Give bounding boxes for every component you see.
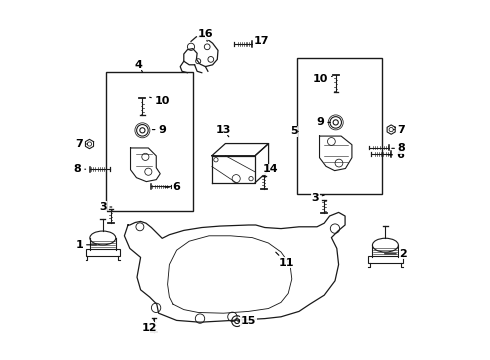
Text: 9: 9 — [317, 117, 330, 127]
Text: 13: 13 — [216, 125, 231, 137]
Bar — [86, 249, 120, 256]
Bar — [297, 58, 382, 194]
Bar — [368, 256, 403, 263]
Text: 1: 1 — [75, 240, 97, 250]
Text: 4: 4 — [135, 60, 143, 72]
Text: 6: 6 — [165, 182, 180, 192]
Text: 2: 2 — [385, 249, 407, 259]
Text: 5: 5 — [290, 126, 298, 136]
Text: 15: 15 — [238, 316, 256, 326]
Text: 7: 7 — [75, 139, 87, 149]
Text: 10: 10 — [149, 96, 170, 106]
Text: 17: 17 — [253, 36, 269, 46]
Text: 6: 6 — [388, 150, 404, 160]
Text: 3: 3 — [99, 202, 112, 212]
Text: 9: 9 — [152, 125, 166, 135]
Text: 12: 12 — [142, 319, 157, 333]
Text: 14: 14 — [262, 164, 278, 176]
Text: 10: 10 — [313, 74, 332, 84]
Text: 11: 11 — [276, 252, 294, 268]
Text: 3: 3 — [311, 193, 324, 203]
Bar — [106, 72, 193, 211]
Text: 7: 7 — [393, 125, 405, 135]
Text: 8: 8 — [74, 164, 86, 174]
Text: 8: 8 — [392, 143, 405, 153]
Text: 16: 16 — [197, 29, 213, 41]
